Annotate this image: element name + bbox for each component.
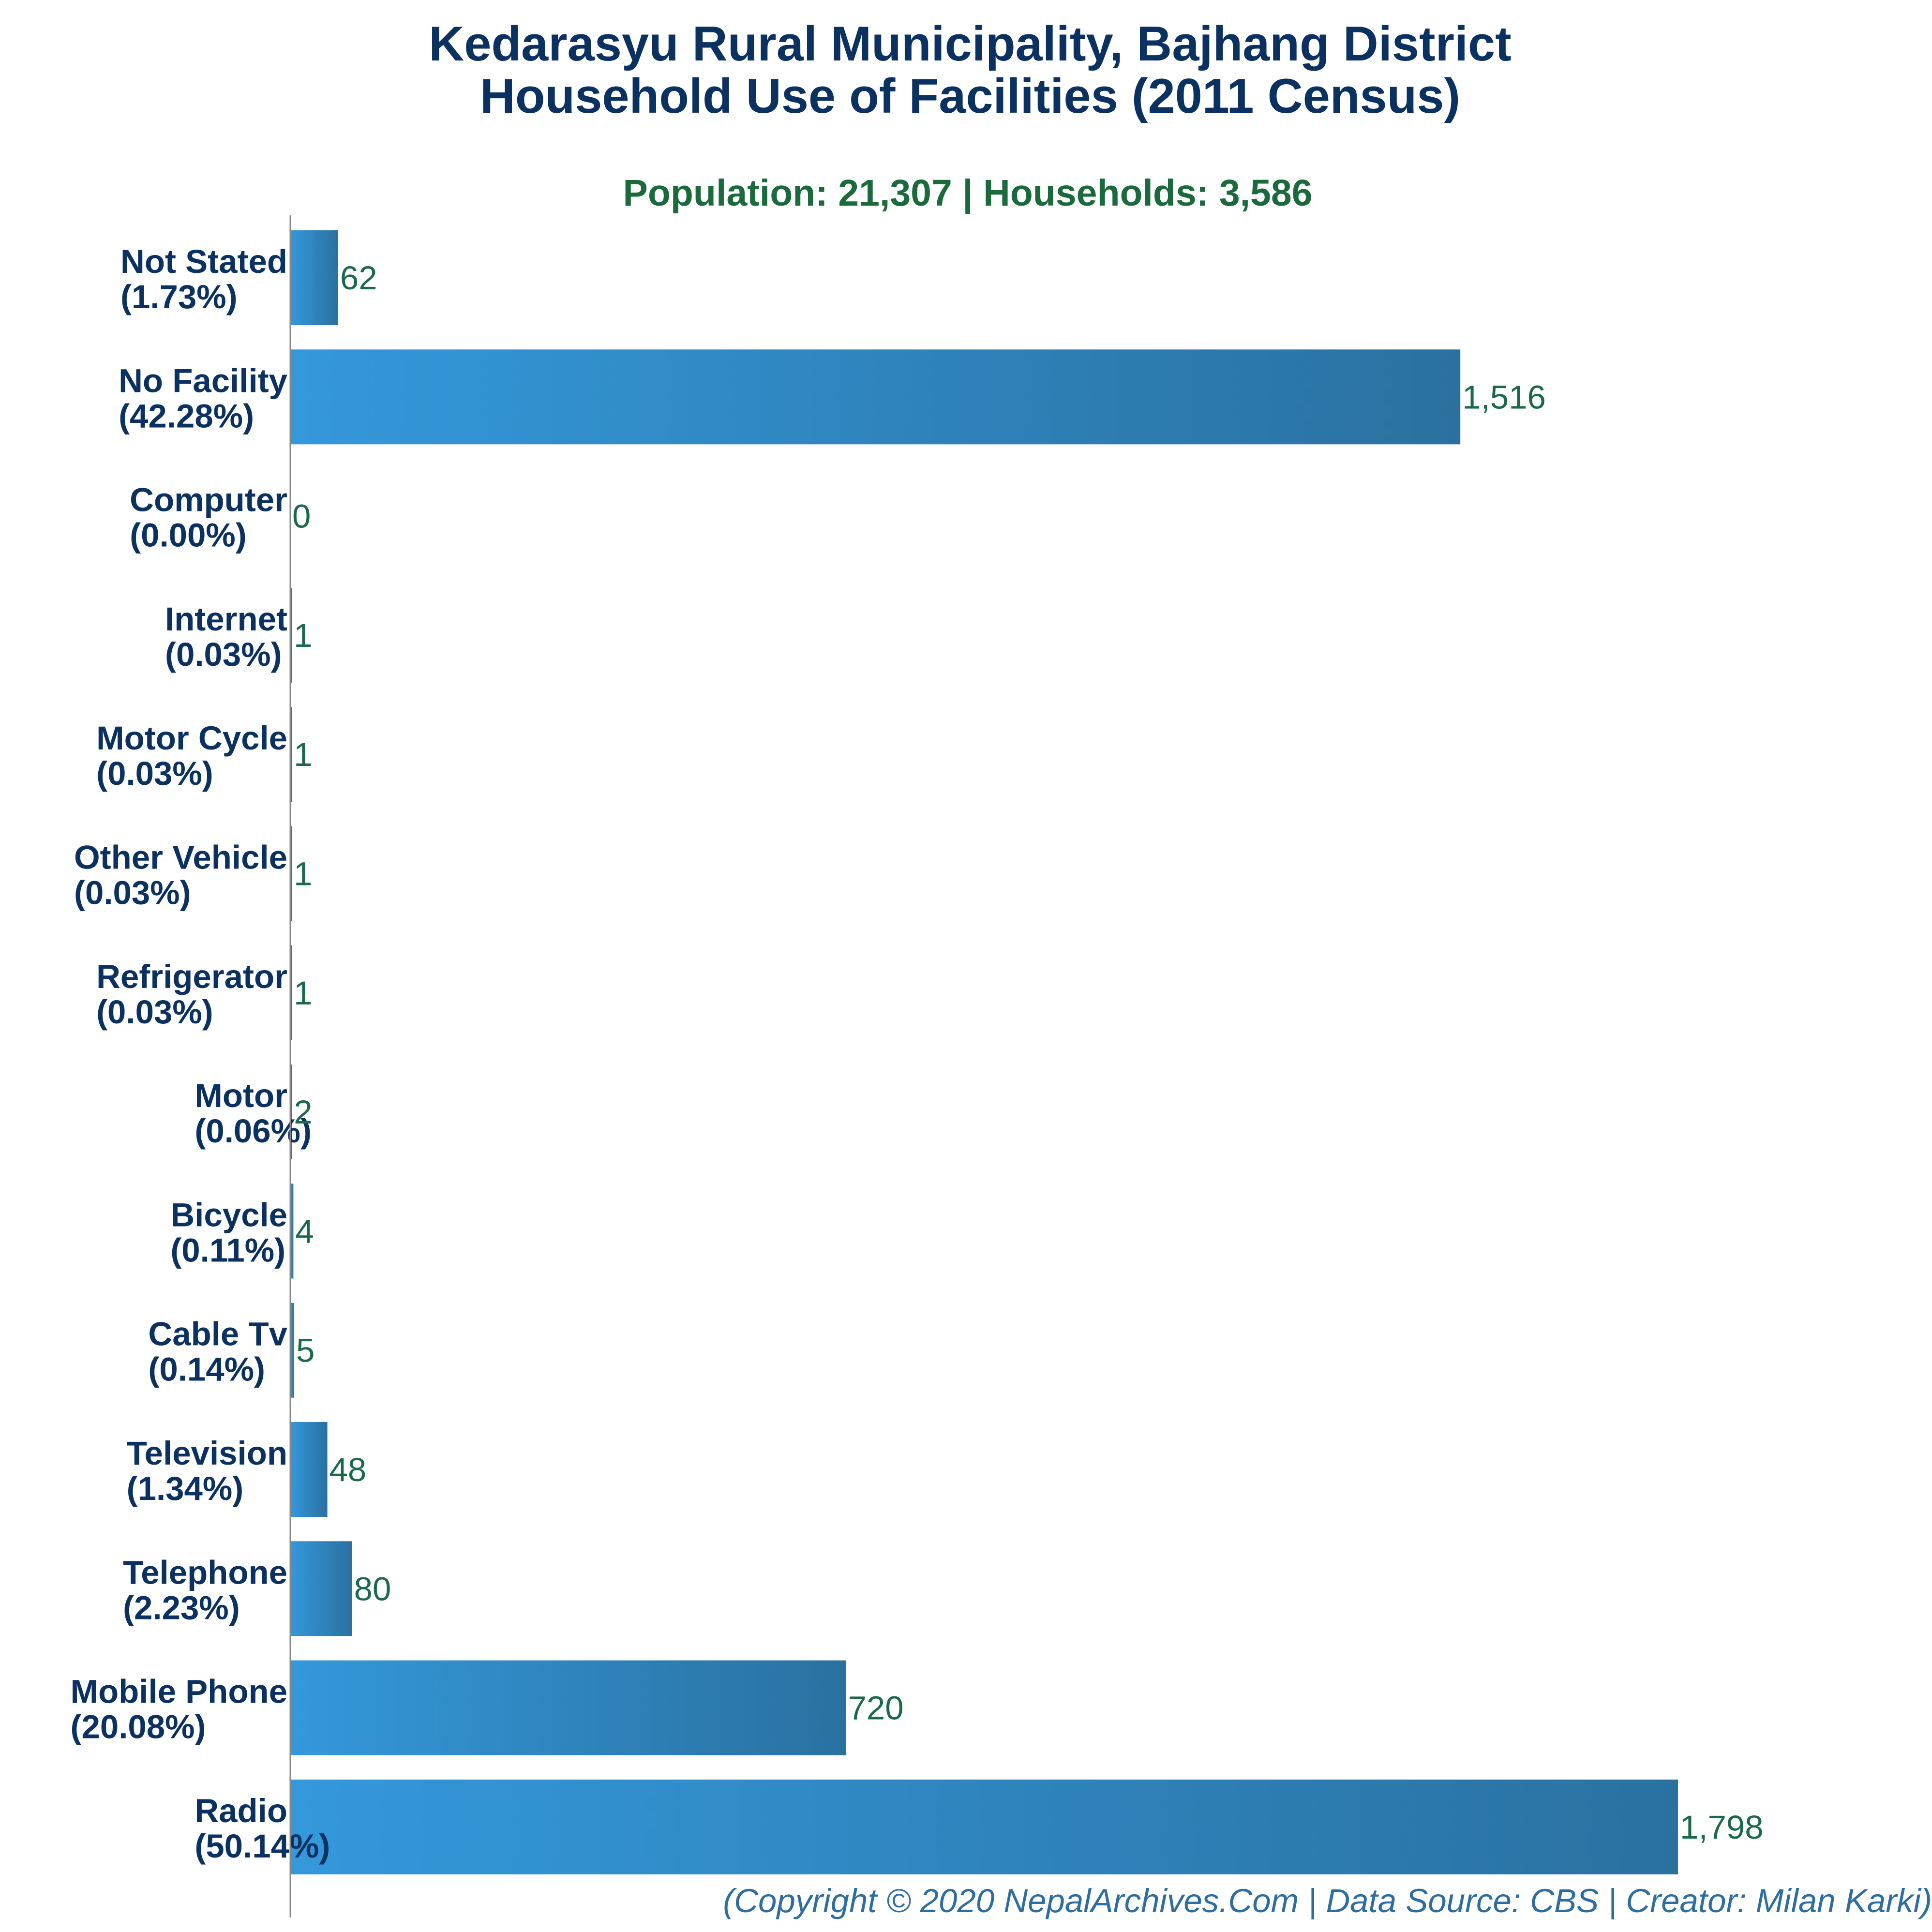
value-label: 0 [292, 498, 311, 535]
category-percent-label: (2.23%) [123, 1589, 240, 1626]
bar-not-stated [290, 230, 338, 325]
bar-motor [290, 1064, 292, 1160]
value-labels-group: 62 1,516 0 1 1 1 1 2 4 5 48 80 720 1,798 [292, 259, 1764, 1846]
chart-title-line-2: Household Use of Facilities (2011 Census… [480, 69, 1460, 123]
category-percent-label: (0.03%) [74, 874, 191, 912]
bar-bicycle [290, 1183, 294, 1279]
bar-mobile-phone [290, 1660, 846, 1755]
value-label: 4 [295, 1213, 314, 1250]
value-label: 48 [329, 1451, 367, 1488]
chart-subtitle: Population: 21,307 | Households: 3,586 [623, 172, 1312, 214]
category-label: Other Vehicle [74, 839, 287, 876]
bar-cable-tv [290, 1303, 294, 1398]
value-label: 1,798 [1680, 1809, 1764, 1846]
value-label: 1 [294, 617, 312, 654]
category-percent-label: (0.11%) [170, 1231, 285, 1269]
value-label: 80 [354, 1570, 391, 1607]
bars-group [290, 230, 1678, 1874]
value-label: 1,516 [1462, 378, 1546, 416]
chart-title-line-1: Kedarasyu Rural Municipality, Bajhang Di… [429, 17, 1512, 71]
value-label: 1 [294, 855, 312, 893]
category-label: Computer [130, 481, 287, 519]
category-label: Internet [165, 600, 287, 638]
footer-credit: (Copyright © 2020 NepalArchives.Com | Da… [723, 1882, 1932, 1919]
value-label: 2 [294, 1093, 312, 1131]
bar-no-facility [290, 349, 1461, 445]
value-label: 62 [340, 259, 377, 297]
category-label: Mobile Phone [71, 1673, 288, 1710]
category-label: Refrigerator [96, 958, 287, 995]
category-label: Cable Tv [148, 1316, 287, 1353]
bar-radio [290, 1779, 1678, 1874]
category-label: Motor Cycle [96, 719, 287, 757]
category-percent-label: (0.03%) [96, 755, 213, 792]
category-percent-label: (1.34%) [127, 1470, 244, 1507]
category-label: Not Stated [120, 243, 287, 280]
value-label: 5 [296, 1332, 315, 1369]
category-label: Motor [195, 1077, 287, 1114]
bar-television [290, 1422, 328, 1517]
category-label: Radio [195, 1792, 287, 1829]
category-label: Telephone [123, 1554, 287, 1591]
bar-telephone [290, 1541, 352, 1636]
category-label: Television [127, 1435, 287, 1472]
category-percent-label: (50.14%) [195, 1827, 330, 1865]
category-percent-label: (42.28%) [119, 397, 254, 434]
category-percent-label: (1.73%) [120, 278, 238, 315]
category-percent-label: (0.03%) [96, 993, 213, 1031]
category-label: Bicycle [170, 1196, 287, 1233]
category-label: No Facility [119, 362, 287, 399]
value-label: 1 [294, 974, 312, 1012]
category-percent-label: (20.08%) [71, 1708, 206, 1746]
category-labels-group: Not Stated(1.73%) No Facility(42.28%) Comp… [71, 243, 330, 1865]
value-label: 1 [294, 736, 312, 773]
category-percent-label: (0.06%) [195, 1112, 312, 1150]
category-percent-label: (0.03%) [165, 636, 282, 673]
category-percent-label: (0.14%) [148, 1351, 265, 1388]
category-percent-label: (0.00%) [130, 517, 247, 554]
value-label: 720 [848, 1690, 903, 1727]
